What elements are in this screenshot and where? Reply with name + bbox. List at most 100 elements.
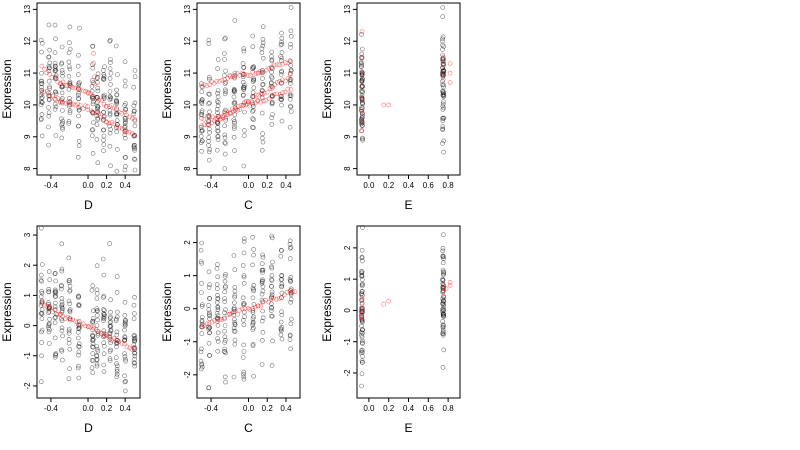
- y-tick-label: 0: [23, 323, 32, 328]
- observed-point: [46, 323, 51, 329]
- observed-point: [440, 311, 446, 317]
- observed-point: [360, 90, 365, 95]
- fitted-point: [130, 115, 135, 121]
- observed-point: [260, 329, 266, 335]
- observed-point: [206, 340, 212, 346]
- observed-point: [206, 119, 211, 124]
- observed-point: [66, 340, 72, 346]
- fitted-point: [277, 296, 282, 301]
- observed-point: [232, 18, 238, 23]
- observed-point: [440, 36, 445, 42]
- observed-point: [287, 277, 293, 282]
- observed-point: [260, 308, 265, 314]
- observed-point: [441, 306, 446, 311]
- observed-point: [223, 272, 228, 277]
- observed-point: [123, 106, 129, 112]
- observed-point: [52, 289, 58, 295]
- observed-point: [207, 325, 213, 331]
- observed-point: [67, 287, 73, 293]
- observed-point: [440, 118, 446, 123]
- observed-point: [101, 74, 107, 79]
- observed-point: [251, 117, 256, 122]
- panel-2: -0.4 0.0 0.2 0.4 8 9 10 11 12 13 C Expression: [160, 2, 301, 212]
- observed-point: [259, 110, 265, 116]
- fitted-point: [277, 79, 283, 84]
- observed-point: [114, 87, 119, 93]
- observed-point: [199, 81, 204, 86]
- observed-point: [223, 337, 228, 343]
- observed-point: [441, 99, 446, 104]
- observed-point: [46, 308, 52, 314]
- observed-point: [223, 379, 228, 385]
- observed-point: [122, 327, 127, 333]
- fitted-point: [75, 101, 80, 107]
- observed-point: [207, 74, 212, 80]
- observed-point: [232, 341, 238, 347]
- x-tick-label: 0.2: [101, 181, 113, 190]
- series-1: [358, 5, 447, 155]
- observed-point: [122, 379, 128, 385]
- x-axis-label: D: [84, 421, 93, 435]
- observed-point: [95, 317, 100, 323]
- observed-point: [199, 318, 205, 323]
- fitted-point: [219, 77, 225, 83]
- observed-point: [206, 138, 211, 144]
- observed-point: [107, 112, 113, 118]
- observed-point: [114, 369, 120, 374]
- observed-point: [108, 37, 113, 43]
- fitted-point: [359, 301, 365, 307]
- fitted-point: [132, 117, 138, 122]
- observed-point: [59, 296, 65, 301]
- observed-point: [39, 289, 44, 294]
- fitted-point: [60, 79, 66, 85]
- fitted-point: [255, 303, 261, 309]
- observed-point: [114, 374, 120, 380]
- fitted-point: [68, 101, 73, 107]
- observed-point: [279, 35, 285, 41]
- observed-point: [359, 272, 365, 278]
- observed-point: [76, 349, 82, 355]
- fitted-point: [96, 111, 102, 116]
- fitted-point: [44, 88, 50, 94]
- fitted-point: [260, 299, 266, 304]
- observed-point: [101, 133, 107, 139]
- observed-point: [123, 117, 128, 123]
- observed-point: [223, 68, 228, 74]
- plot-frame: [196, 2, 301, 176]
- observed-point: [441, 115, 447, 121]
- observed-point: [231, 306, 237, 312]
- y-tick-label: -2: [23, 382, 32, 390]
- observed-point: [206, 135, 211, 140]
- observed-point: [223, 118, 228, 123]
- observed-point: [67, 280, 72, 285]
- observed-point: [132, 100, 138, 106]
- observed-point: [94, 263, 100, 269]
- observed-point: [113, 355, 119, 361]
- observed-point: [67, 24, 73, 30]
- x-tick-label: 0.2: [101, 404, 113, 413]
- observed-point: [46, 96, 52, 102]
- fitted-point: [247, 103, 253, 109]
- observed-point: [123, 356, 128, 362]
- fitted-point: [65, 83, 70, 88]
- observed-point: [107, 66, 113, 71]
- fitted-point: [107, 334, 112, 340]
- observed-point: [76, 341, 82, 347]
- y-axis-label: Expression: [320, 59, 334, 118]
- observed-point: [206, 91, 211, 97]
- observed-point: [251, 78, 256, 83]
- observed-point: [66, 121, 72, 126]
- fitted-point: [274, 80, 280, 85]
- observed-point: [38, 294, 44, 299]
- observed-point: [59, 283, 64, 289]
- fitted-point: [124, 112, 129, 118]
- observed-point: [132, 145, 137, 150]
- observed-point: [47, 316, 52, 322]
- observed-point: [122, 351, 127, 357]
- panel-3: 0.0 0.2 0.4 0.6 0.8 8 9 10 11 12 13 E Expression: [320, 2, 461, 212]
- observed-point: [52, 300, 58, 306]
- observed-point: [215, 274, 220, 280]
- observed-point: [47, 84, 52, 90]
- fitted-point: [235, 311, 240, 317]
